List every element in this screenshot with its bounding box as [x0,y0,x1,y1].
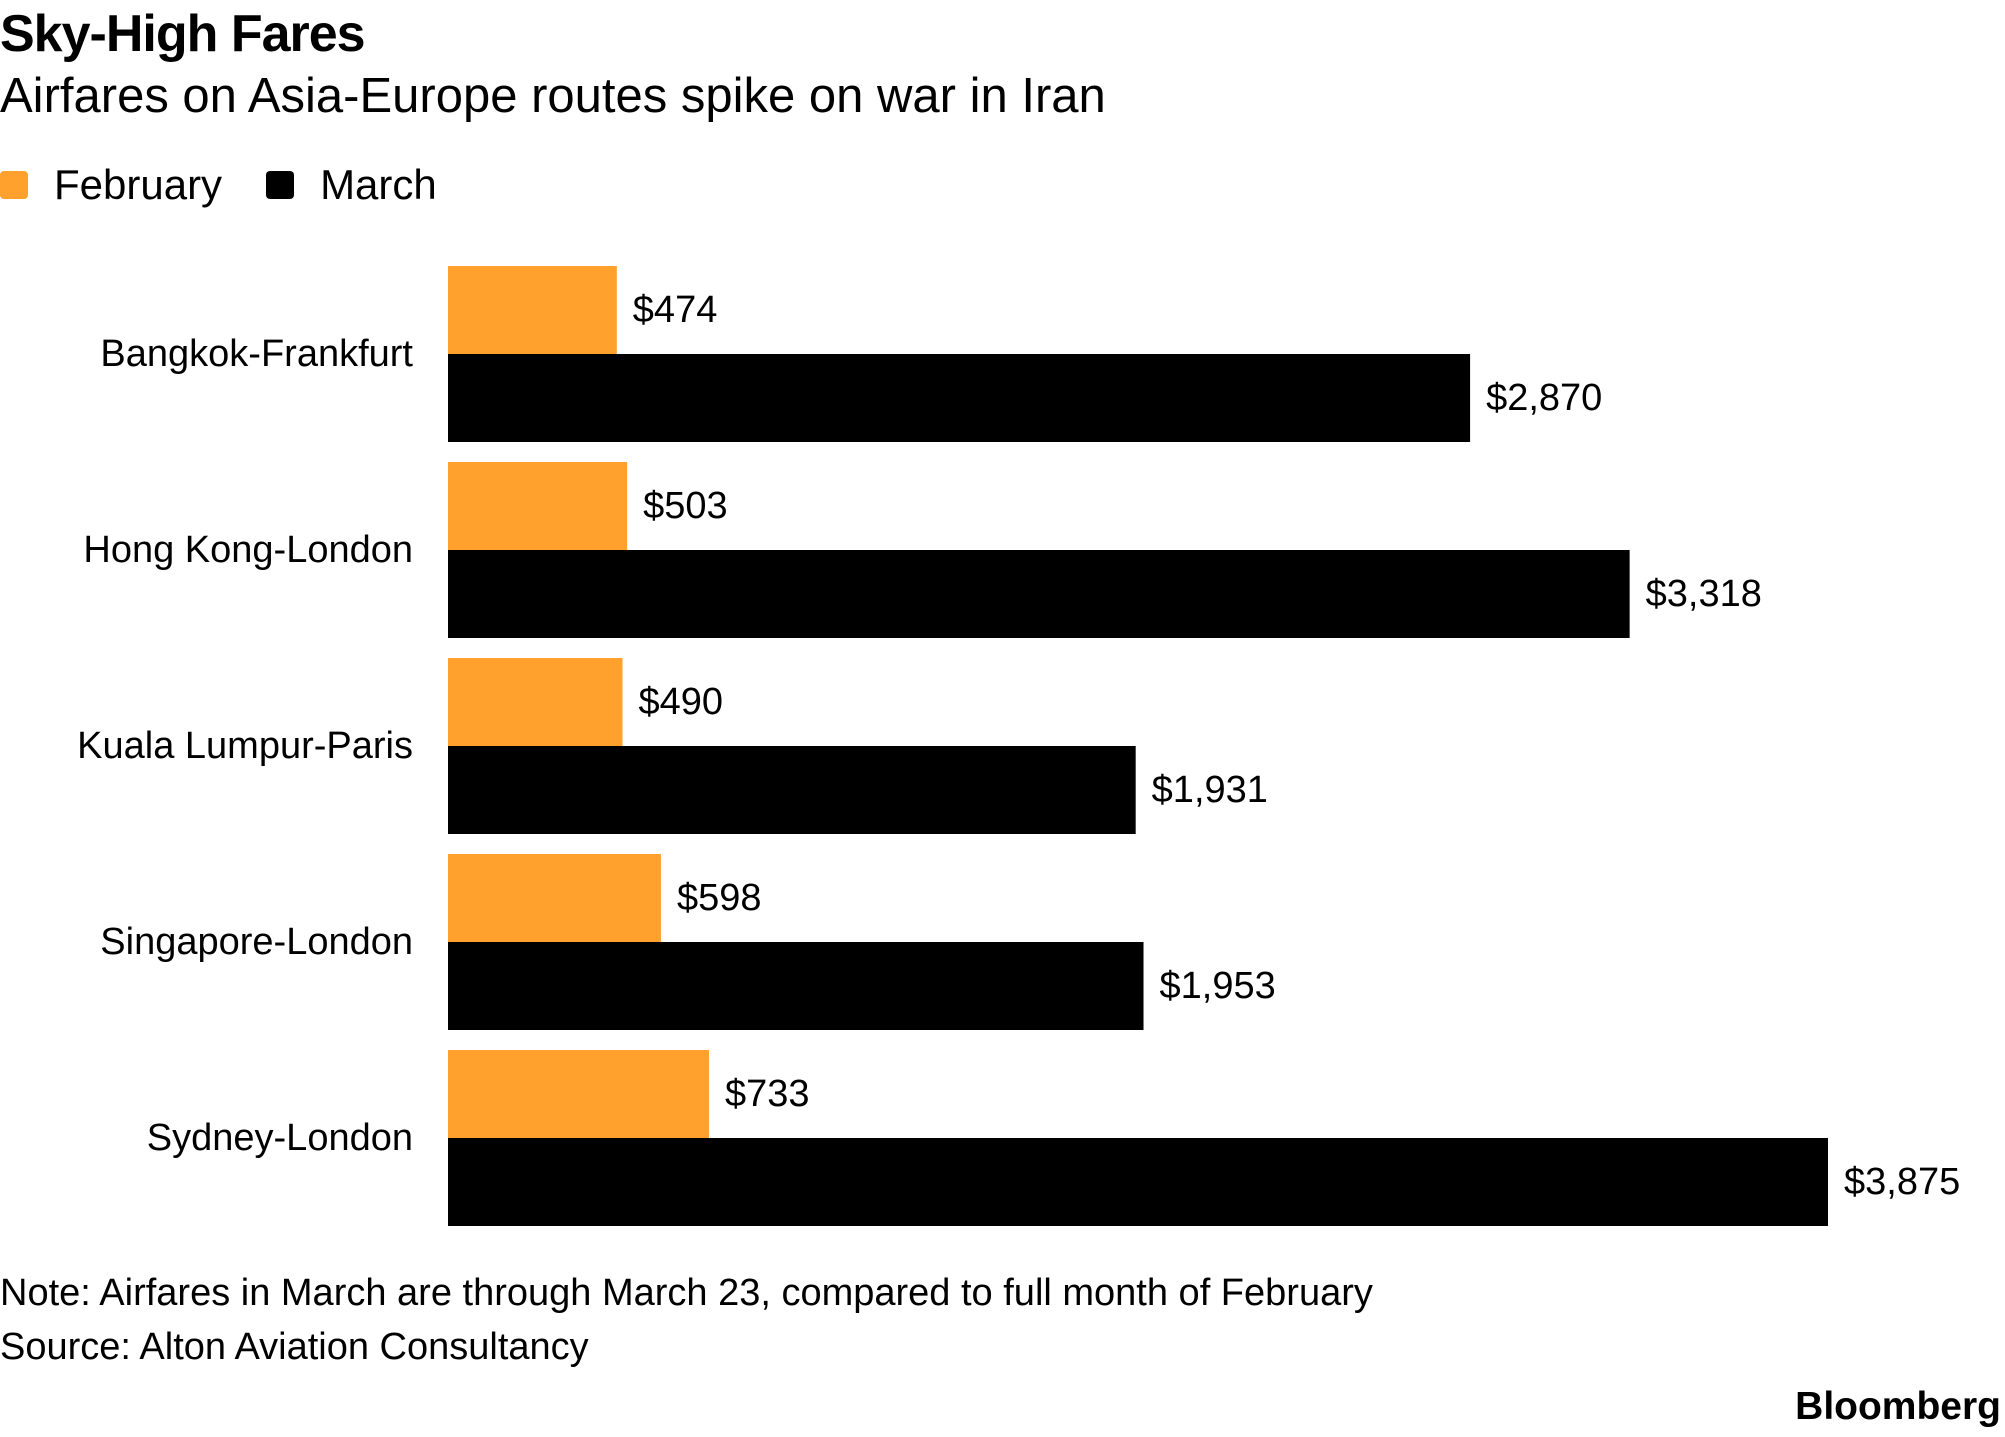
legend-swatch-february [0,171,28,199]
bar-march-singapore-london [448,942,1144,1030]
chart-title: Sky-High Fares [0,5,366,63]
bar-march-bangkok-frankfurt [448,354,1471,442]
data-label-march-kuala-lumpur-paris: $1,931 [1152,769,1268,811]
legend-swatch-march [266,171,295,199]
data-label-february-bangkok-frankfurt: $474 [633,289,718,331]
data-label-february-kuala-lumpur-paris: $490 [639,681,724,723]
category-label-hong-kong-london: Hong Kong-London [83,529,413,571]
bar-february-hong-kong-london [448,462,628,550]
legend: February March [0,160,481,210]
source-line: Source: Alton Aviation Consultancy [0,1326,589,1368]
footnote: Note: Airfares in March are through Marc… [0,1272,1373,1314]
data-label-february-hong-kong-london: $503 [643,485,728,527]
data-label-march-sydney-london: $3,875 [1844,1161,1960,1203]
category-label-singapore-london: Singapore-London [100,921,413,963]
data-label-march-bangkok-frankfurt: $2,870 [1486,377,1602,419]
bar-february-kuala-lumpur-paris [448,658,623,746]
bar-chart: Bangkok-Frankfurt $474 $2,870 Hong Kong-Lon… [77,266,1960,1226]
bar-march-kuala-lumpur-paris [448,746,1136,834]
bar-february-sydney-london [448,1050,710,1138]
category-label-sydney-london: Sydney-London [147,1117,413,1159]
data-label-march-hong-kong-london: $3,318 [1646,573,1762,615]
bar-march-hong-kong-london [448,550,1630,638]
data-label-february-singapore-london: $598 [677,877,762,919]
bar-february-bangkok-frankfurt [448,266,617,354]
category-label-bangkok-frankfurt: Bangkok-Frankfurt [100,333,413,375]
bar-february-singapore-london [448,854,661,942]
data-label-february-sydney-london: $733 [725,1073,810,1115]
legend-item-march: March [266,161,437,209]
legend-label-february: February [54,161,223,208]
legend-label-march: March [320,161,437,208]
data-label-march-singapore-london: $1,953 [1160,965,1276,1007]
category-label-kuala-lumpur-paris: Kuala Lumpur-Paris [77,725,413,767]
bar-march-sydney-london [448,1138,1828,1226]
chart-subtitle: Airfares on Asia-Europe routes spike on … [0,69,1106,123]
brand-logo: Bloomberg [1795,1385,2001,1428]
legend-item-february: February [0,161,222,209]
